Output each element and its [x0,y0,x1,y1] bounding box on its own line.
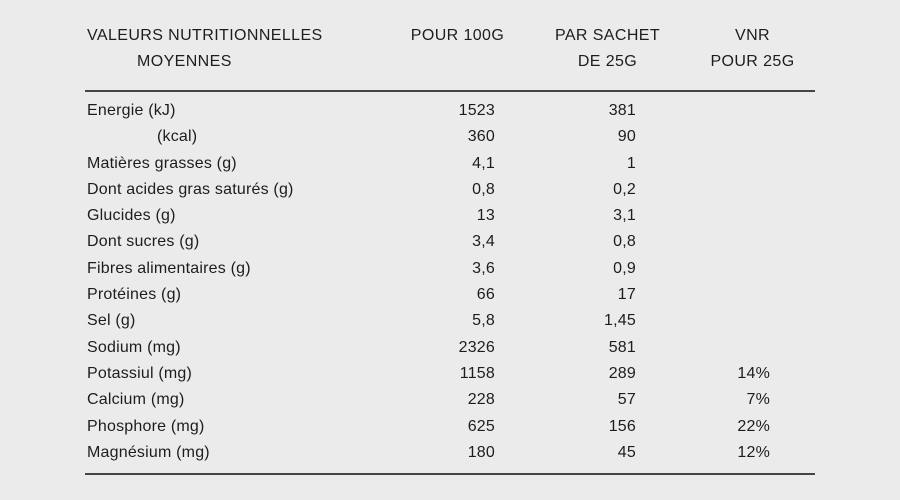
table-row: Calcium (mg) 228 57 7% [85,387,815,413]
table-row: Matières grasses (g) 4,1 1 [85,151,815,177]
row-label: Dont acides gras saturés (g) [87,180,294,198]
value-per-100g: 5,8 [472,312,495,330]
row-label: (kcal) [157,128,198,146]
value-vnr [690,203,815,229]
row-label: Matières grasses (g) [87,154,237,172]
value-vnr [690,98,815,124]
value-vnr [690,335,815,361]
value-vnr [690,124,815,150]
value-per-100g: 13 [476,207,495,225]
value-per-sachet: 0,2 [613,180,636,198]
table-row: Fibres alimentaires (g) 3,6 0,9 [85,256,815,282]
table-row: Energie (kJ) 1523 381 [85,98,815,124]
value-per-sachet: 1,45 [604,312,636,330]
value-per-100g: 360 [467,128,495,146]
table-row: Protéines (g) 66 17 [85,282,815,308]
table-row: Potassiul (mg) 1158 289 14% [85,361,815,387]
value-per-100g: 2326 [458,338,495,356]
table-row: Dont acides gras saturés (g) 0,8 0,2 [85,177,815,203]
value-vnr [690,308,815,334]
value-vnr [690,282,815,308]
value-per-sachet: 581 [608,338,636,356]
value-per-100g: 66 [476,286,495,304]
table-row: Glucides (g) 13 3,1 [85,203,815,229]
header-text: DE 25G [577,53,638,70]
value-per-sachet: 3,1 [613,207,636,225]
row-label: Calcium (mg) [87,391,185,409]
table-row: Dont sucres (g) 3,4 0,8 [85,229,815,255]
table-body: Energie (kJ) 1523 381 (kcal) 360 90 Mati… [85,92,815,473]
header-col-vnr: VNR POUR 25G [690,23,815,75]
header-text: VALEURS NUTRITIONNELLES [87,27,323,44]
header-col-par-sachet: PAR SACHET DE 25G [525,23,690,75]
value-per-sachet: 1 [626,154,636,172]
row-label: Fibres alimentaires (g) [87,259,251,277]
header-text: VNR [735,27,770,44]
value-per-sachet: 17 [617,286,636,304]
table-header: VALEURS NUTRITIONNELLES MOYENNES POUR 10… [85,0,815,75]
value-per-100g: 4,1 [472,154,495,172]
row-label: Energie (kJ) [87,102,176,119]
value-vnr [690,177,815,203]
bottom-rule [85,473,815,476]
value-per-sachet: 156 [608,417,636,435]
row-label: Glucides (g) [87,207,176,225]
value-per-100g: 1523 [458,102,495,119]
header-col-pour-100g: POUR 100G [390,23,525,75]
table-row: Phosphore (mg) 625 156 22% [85,414,815,440]
row-label: Phosphore (mg) [87,417,205,435]
row-label: Dont sucres (g) [87,233,200,251]
value-vnr [690,229,815,255]
table-row: Magnésium (mg) 180 45 12% [85,440,815,466]
header-text: MOYENNES [137,53,232,70]
value-per-sachet: 45 [617,443,636,461]
header-col-valeurs-nutritionnelles: VALEURS NUTRITIONNELLES MOYENNES [85,23,390,75]
value-per-sachet: 0,9 [613,259,636,277]
header-text: POUR 25G [710,53,795,70]
value-per-100g: 625 [467,417,495,435]
row-label: Sodium (mg) [87,338,181,356]
row-label: Sel (g) [87,312,136,330]
value-per-100g: 0,8 [472,180,495,198]
value-per-100g: 3,6 [472,259,495,277]
value-vnr [690,151,815,177]
value-per-sachet: 90 [617,128,636,146]
value-per-100g: 3,4 [472,233,495,251]
value-per-sachet: 381 [608,102,636,119]
header-text: POUR 100G [410,27,505,44]
header-divider-rule [85,90,815,92]
header-text [390,49,525,75]
table-row: Sodium (mg) 2326 581 [85,335,815,361]
row-label: Protéines (g) [87,286,182,304]
value-per-sachet: 289 [608,364,636,382]
table-row: Sel (g) 5,8 1,45 [85,308,815,334]
value-per-100g: 1158 [459,364,495,382]
row-label: Magnésium (mg) [87,443,210,461]
value-per-100g: 228 [467,391,495,409]
value-vnr: 12% [737,443,770,461]
header-text: PAR SACHET [554,27,661,44]
value-vnr: 14% [737,364,770,382]
nutrition-table: VALEURS NUTRITIONNELLES MOYENNES POUR 10… [85,0,815,476]
row-label: Potassiul (mg) [87,364,193,382]
value-vnr: 7% [746,391,770,409]
table-row: (kcal) 360 90 [85,124,815,150]
value-per-sachet: 0,8 [613,233,636,251]
value-vnr: 22% [737,417,770,435]
value-vnr [690,256,815,282]
value-per-100g: 180 [467,443,495,461]
value-per-sachet: 57 [617,391,636,409]
